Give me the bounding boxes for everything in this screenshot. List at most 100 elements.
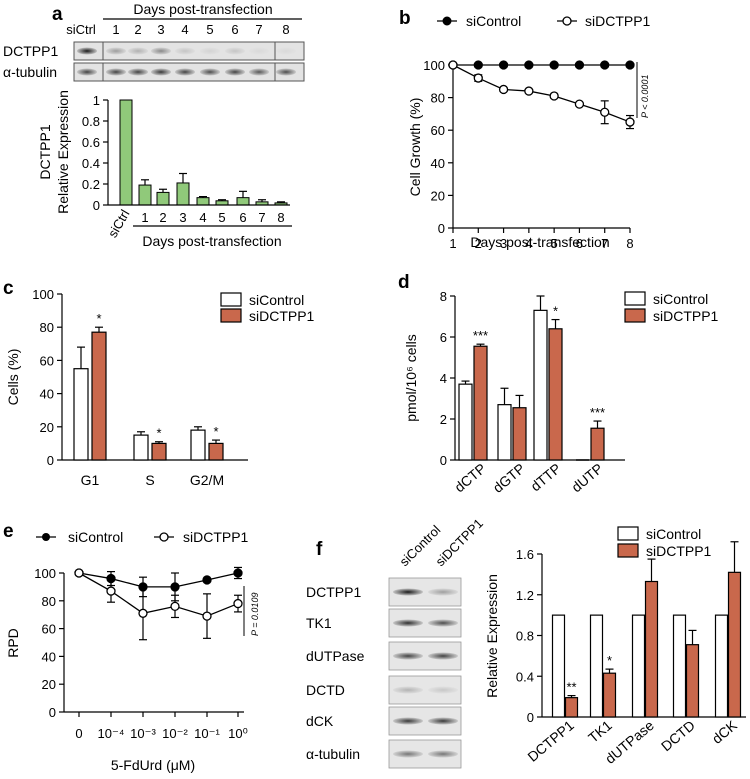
chart-f-x-tick-label: DCTD <box>658 717 698 754</box>
chart-c-y-tick-label: 40 <box>40 387 54 402</box>
blot-a-lane-label: 7 <box>255 22 262 37</box>
panel-a-label: a <box>52 4 63 25</box>
blot-f-band <box>393 652 423 660</box>
chart-a-bar <box>215 200 229 206</box>
chart-a-x-tick-label: 3 <box>179 210 186 225</box>
chart-b-point <box>549 60 559 70</box>
chart-b-legend-label: siDCTPP1 <box>585 13 651 29</box>
chart-f-bar <box>602 672 617 718</box>
panel-c-bar-chart: 0 20 40 60 80 100 * * * G1 S G2/M Cells (%) siControl… <box>5 287 315 488</box>
chart-b-point <box>574 60 585 70</box>
blot-a-lane-label: 2 <box>134 22 141 37</box>
chart-e-point <box>202 611 212 621</box>
chart-c-significance: * <box>213 424 218 439</box>
chart-b-ylabel: Cell Growth (%) <box>407 98 423 197</box>
chart-d-ylabel: pmol/10⁶ cells <box>403 334 419 421</box>
chart-d-significance: *** <box>473 328 488 343</box>
chart-b-point <box>448 60 458 70</box>
chart-b-x-tick-label: 4 <box>525 236 532 251</box>
blot-f-band <box>428 619 458 627</box>
blot-a-lane-label: siCtrl <box>66 22 96 37</box>
chart-c-y-tick-label: 100 <box>32 287 54 302</box>
blot-a-row-label: DCTPP1 <box>3 43 58 59</box>
panel-f-western-blot: siControlsiDCTPP1DCTPP1TK1dUTPaseDCTDdCK… <box>306 516 486 769</box>
chart-e-x-tick-label: 10⁻³ <box>130 726 156 741</box>
blot-a-lane-label: 4 <box>181 22 188 37</box>
blot-f-band <box>393 619 423 627</box>
chart-a-ylabel-line2: Relative Expression <box>55 90 71 214</box>
chart-b-point <box>524 60 534 70</box>
chart-e-legend-label: siControl <box>68 529 123 545</box>
chart-b-y-tick-label: 0 <box>438 221 445 236</box>
chart-e-x-tick-label: 10⁻² <box>162 726 188 741</box>
chart-c-y-tick-label: 0 <box>47 453 54 468</box>
chart-c-x-tick-label: S <box>145 472 154 488</box>
chart-d-x-tick-label: dUTP <box>568 460 606 495</box>
chart-d-y-tick-label: 2 <box>440 412 447 427</box>
chart-d-y-tick-label: 8 <box>440 289 447 304</box>
chart-e-legend-label: siDCTPP1 <box>183 529 249 545</box>
chart-b-point <box>473 73 483 83</box>
chart-a-bar <box>196 197 210 206</box>
chart-b-point <box>549 91 559 101</box>
chart-f-y-tick-label: 0.4 <box>516 669 534 684</box>
blot-f-band <box>393 717 423 725</box>
chart-b-legend-marker <box>562 16 572 26</box>
chart-f-bar <box>631 614 646 718</box>
chart-c-y-tick-label: 20 <box>40 420 54 435</box>
chart-d-significance: *** <box>590 405 605 420</box>
chart-f-legend-dctpp1-label: siDCTPP1 <box>646 543 712 559</box>
blot-a-band <box>77 47 97 55</box>
chart-c-x-tick-label: G1 <box>81 472 100 488</box>
panel-b-label: b <box>399 8 411 29</box>
chart-e-point <box>170 601 180 612</box>
chart-a-y-tick-label: 0.2 <box>82 177 100 192</box>
chart-d-legend-dctpp1-swatch <box>624 308 646 323</box>
chart-a-x-tick-label: 8 <box>277 210 284 225</box>
chart-d-bar <box>512 407 527 461</box>
chart-b-y-tick-label: 100 <box>423 58 445 73</box>
panel-e-label: e <box>3 521 14 542</box>
blot-a-band <box>151 47 171 55</box>
chart-e-x-tick-label: 10⁻⁴ <box>98 726 125 741</box>
chart-c-bar <box>73 368 89 461</box>
chart-f-bar <box>551 614 566 718</box>
blot-f-row-label: α-tubulin <box>306 746 360 762</box>
chart-f-bar <box>727 571 742 718</box>
chart-e-point <box>138 608 148 618</box>
chart-b-point <box>498 60 509 70</box>
chart-f-y-tick-label: 1.6 <box>516 547 534 562</box>
chart-b-point <box>473 60 483 70</box>
chart-a-bar <box>119 99 133 206</box>
chart-b-point <box>600 60 610 70</box>
chart-d-x-tick-label: dTTP <box>527 460 564 494</box>
chart-b-y-tick-label: 80 <box>431 91 445 106</box>
chart-b-point <box>625 117 635 127</box>
chart-b-legend-label: siControl <box>466 13 521 29</box>
blot-f-band <box>428 652 458 660</box>
chart-a-bar <box>236 197 250 206</box>
chart-e-point <box>202 575 212 585</box>
blot-a-band <box>249 68 269 76</box>
chart-b-x-tick-label: 8 <box>626 236 633 251</box>
chart-a-ylabel-line1: DCTPP1 <box>37 124 53 179</box>
blot-f-band <box>428 750 458 758</box>
chart-f-significance: ** <box>566 680 576 695</box>
panel-d-label: d <box>398 272 410 293</box>
chart-a-x-tick-label: 2 <box>159 210 166 225</box>
chart-e-y-tick-label: 80 <box>42 594 56 609</box>
chart-d-significance: * <box>553 304 558 319</box>
chart-d-legend-control-swatch <box>624 291 646 306</box>
chart-a-x-tick-label: 4 <box>199 210 206 225</box>
blot-a-lane-label: 5 <box>206 22 213 37</box>
blot-a-lane-label: 8 <box>282 22 289 37</box>
blot-f-row-label: TK1 <box>306 615 332 631</box>
chart-a-y-tick-label: 0 <box>93 198 100 213</box>
blot-a-lane-label: 6 <box>231 22 238 37</box>
panel-a-western-blot: siCtrl Days post-transfection 1 2 3 4 5 6 7 8 DCTP… <box>3 1 305 82</box>
chart-f-legend-control-swatch <box>617 526 639 541</box>
chart-f-legend-dctpp1-swatch <box>617 543 639 558</box>
blot-a-band <box>175 68 195 76</box>
